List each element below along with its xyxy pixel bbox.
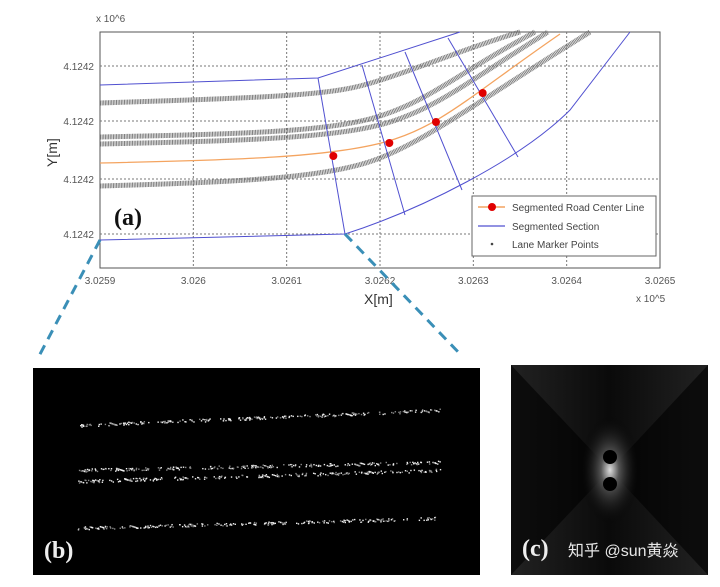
lane-marker-line (99, 29, 521, 106)
panel-label-b: (b) (44, 538, 73, 564)
legend-lane-swatch (490, 242, 494, 246)
section-divider (361, 64, 406, 216)
center-point-marker (329, 152, 338, 160)
lane-marker-line (99, 29, 592, 189)
legend: Segmented Road Center Line Segmented Sec… (471, 195, 657, 257)
x-tick-label: 3.0263 (458, 276, 489, 287)
x-tick-label: 3.0261 (271, 276, 302, 287)
panel-label-c: (c) (522, 536, 549, 562)
plot-area: 3.0259 3.026 3.0261 3.0262 3.0263 3.0264 3.026… (63, 29, 676, 287)
center-point-marker (478, 89, 487, 97)
y-axis-label: Y[m] (44, 138, 60, 167)
x-tick-label: 3.026 (181, 276, 206, 287)
panel-b-image: (b) (33, 368, 480, 575)
legend-entry: Segmented Section (512, 222, 599, 233)
lane-marker-points (78, 468, 442, 484)
y-tick-label: 4.1242 (63, 117, 94, 128)
legend-entry: Lane Marker Points (512, 240, 599, 251)
y-tick-label: 4.1242 (63, 230, 94, 241)
lane-marker-line (99, 29, 550, 147)
x-multiplier: x 10^5 (636, 294, 666, 305)
y-multiplier: x 10^6 (96, 14, 126, 25)
lane-marker-line (99, 29, 537, 140)
x-tick-label: 3.0264 (551, 276, 582, 287)
watermark: 知乎 @sun黄焱 (568, 542, 679, 560)
x-tick-label: 3.0265 (645, 276, 676, 287)
section-divider (447, 37, 519, 158)
y-tick-label: 4.1242 (63, 175, 94, 186)
legend-entry: Segmented Road Center Line (512, 203, 645, 214)
road-center-line (99, 33, 561, 164)
x-tick-label: 3.0262 (365, 276, 396, 287)
panel-c-image: (c) 知乎 @sun黄焱 (511, 365, 708, 575)
lane-marker-points (80, 408, 441, 428)
x-axis-label: X[m] (364, 291, 393, 307)
y-tick-label: 4.1242 (63, 62, 94, 73)
lane-marker-points (78, 460, 441, 473)
lane-marker-points (77, 516, 437, 531)
panel-label-a: (a) (114, 205, 142, 231)
center-point-marker (385, 139, 394, 147)
x-tick-label: 3.0259 (85, 276, 116, 287)
section-boundary (99, 31, 631, 241)
zoom-connector-lines (36, 232, 464, 359)
center-point-marker (432, 118, 440, 126)
legend-center-marker (488, 203, 496, 211)
